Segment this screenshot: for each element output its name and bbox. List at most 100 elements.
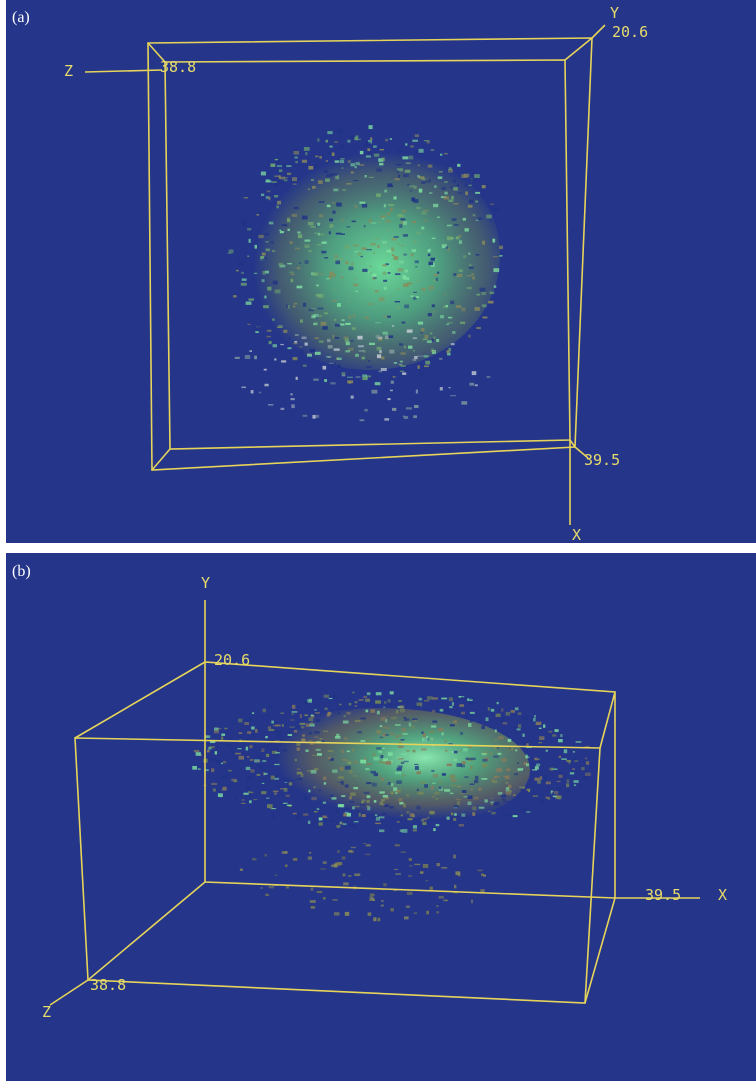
speck [353, 314, 355, 317]
speck [462, 761, 466, 764]
speck [360, 164, 365, 166]
speck [257, 177, 260, 178]
speck [247, 731, 251, 733]
speck [237, 748, 241, 749]
speck [447, 817, 450, 820]
speck [379, 163, 383, 166]
speck [301, 726, 304, 728]
speck [417, 771, 420, 774]
speck [485, 717, 488, 721]
speck [447, 225, 452, 227]
speck [239, 261, 244, 265]
speck [295, 334, 299, 336]
speck [376, 747, 381, 749]
speck [222, 775, 227, 778]
speck [352, 748, 354, 752]
speck [305, 152, 307, 155]
speck [208, 747, 212, 749]
speck [436, 824, 440, 826]
speck [385, 220, 390, 222]
speck [292, 711, 298, 712]
speck [350, 163, 355, 166]
speck [312, 186, 316, 189]
speck [349, 796, 352, 799]
speck [382, 332, 387, 335]
speck [486, 215, 492, 219]
speck [518, 768, 524, 771]
speck [450, 775, 455, 778]
speck [336, 810, 338, 814]
speck [244, 722, 249, 725]
speck [395, 273, 400, 275]
speck [417, 356, 423, 357]
speck [522, 716, 528, 719]
speck [350, 792, 356, 795]
speck [319, 273, 324, 274]
speck [343, 873, 346, 875]
speck [272, 319, 275, 321]
speck [362, 814, 366, 817]
speck [351, 847, 356, 848]
speck [450, 301, 454, 305]
speck [552, 734, 556, 736]
speck [375, 290, 379, 292]
speck [336, 825, 340, 828]
speck [441, 867, 447, 869]
speck [316, 719, 321, 722]
speck [250, 769, 254, 772]
speck [294, 303, 298, 305]
speck [293, 151, 299, 155]
speck [476, 254, 480, 255]
speck [416, 280, 419, 281]
speck [265, 271, 269, 274]
speck [564, 749, 567, 753]
speck [446, 324, 449, 325]
speck [443, 900, 448, 902]
speck [247, 228, 251, 230]
panel-label: (a) [12, 9, 30, 26]
speck [440, 154, 442, 156]
axis-label: Y [610, 4, 619, 22]
speck [294, 343, 298, 344]
speck [482, 317, 487, 319]
speck [277, 165, 283, 167]
speck [427, 696, 433, 699]
speck [407, 818, 412, 820]
speck [428, 254, 430, 257]
speck [328, 750, 333, 752]
speck [503, 801, 509, 802]
speck [456, 305, 462, 308]
speck [281, 360, 286, 362]
speck [314, 811, 318, 812]
speck [323, 802, 326, 804]
speck [365, 768, 369, 770]
speck [249, 350, 252, 352]
speck [502, 798, 506, 800]
speck [354, 761, 358, 764]
speck [490, 204, 494, 205]
speck [302, 216, 308, 220]
speck [405, 143, 407, 145]
speck [489, 292, 494, 295]
speck [323, 366, 327, 370]
speck [461, 712, 465, 715]
speck [426, 179, 431, 183]
speck [403, 221, 407, 225]
speck [526, 763, 529, 766]
speck [287, 805, 292, 806]
speck [373, 252, 375, 255]
speck [489, 752, 492, 754]
speck [364, 175, 366, 177]
speck [308, 821, 310, 824]
speck [399, 260, 404, 263]
speck [301, 739, 306, 742]
speck [308, 718, 313, 721]
speck [363, 696, 367, 698]
speck [216, 760, 221, 764]
speck [388, 335, 393, 338]
speck [546, 797, 550, 799]
speck [402, 372, 406, 374]
speck [238, 756, 244, 760]
speck [566, 779, 569, 782]
speck [381, 357, 384, 360]
